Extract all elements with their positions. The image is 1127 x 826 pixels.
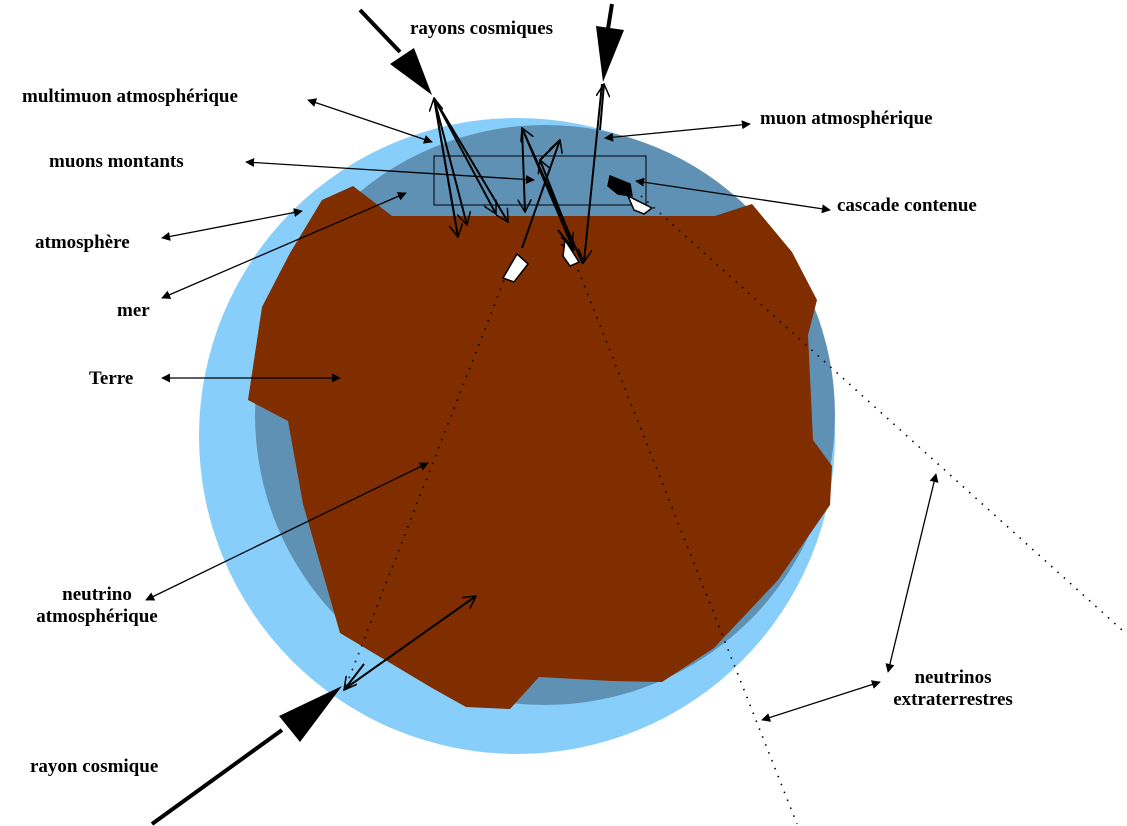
label-neutrinos-line1: neutrinos <box>914 667 992 688</box>
arrow-icon <box>279 686 342 742</box>
double-arrow-icon <box>245 158 535 184</box>
label-muons-montants: muons montants <box>49 151 184 172</box>
double-arrow-icon <box>761 680 881 722</box>
arrow-icon <box>390 48 432 95</box>
arrow-icon <box>596 26 624 82</box>
double-arrow-icon <box>145 462 429 601</box>
label-neutrino-atmospherique: neutrino atmosphérique <box>22 584 172 628</box>
cascade-icon <box>562 237 581 267</box>
double-arrow-icon <box>604 120 751 142</box>
cascade-icon <box>607 174 633 197</box>
label-neutrino-line2: atmosphérique <box>36 606 158 627</box>
double-arrow-icon <box>307 98 433 144</box>
label-rayons-cosmiques: rayons cosmiques <box>410 18 554 39</box>
label-pointers <box>145 98 939 722</box>
cascade-icon <box>501 252 530 283</box>
label-neutrinos-line2: extraterrestres <box>893 689 1013 710</box>
cosmic-ray-arrows <box>150 3 624 826</box>
label-cascade-contenue: cascade contenue <box>837 195 977 216</box>
label-neutrinos-extraterrestres: neutrinos extraterrestres <box>878 667 1028 711</box>
label-muon-atmospherique: muon atmosphérique <box>760 108 933 129</box>
neutrino-paths <box>345 195 1123 825</box>
label-mer: mer <box>117 300 150 321</box>
label-atmosphere: atmosphère <box>35 232 130 253</box>
label-terre: Terre <box>89 368 134 389</box>
label-multimuon: multimuon atmosphérique <box>22 86 238 107</box>
double-arrow-icon <box>161 192 407 299</box>
label-rayon-cosmique: rayon cosmique <box>30 756 159 777</box>
double-arrow-icon <box>635 177 831 214</box>
double-arrow-icon <box>885 473 939 673</box>
label-neutrino-line1: neutrino <box>62 584 132 605</box>
